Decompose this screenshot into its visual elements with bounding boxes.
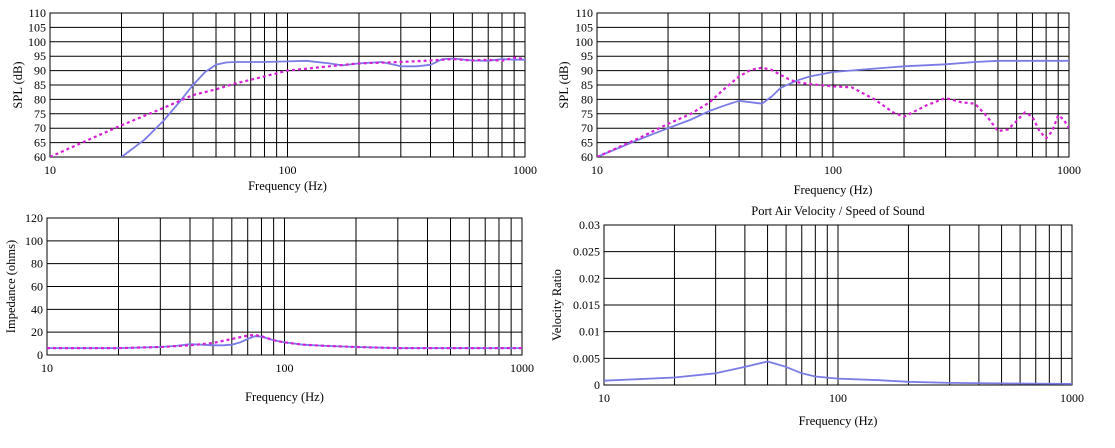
x-tick-label: 100 <box>829 391 847 405</box>
y-tick-label: 85 <box>34 78 46 92</box>
x-tick-label: 1000 <box>510 361 534 375</box>
y-tick-label: 20 <box>31 325 43 339</box>
y-axis-label: SPL (dB) <box>557 61 571 108</box>
x-tick-label: 1000 <box>1060 391 1084 405</box>
y-tick-label: 65 <box>34 136 46 150</box>
x-tick-label: 100 <box>824 163 842 177</box>
x-tick-label: 10 <box>44 163 56 177</box>
y-tick-label: 60 <box>581 150 593 164</box>
y-tick-label: 0 <box>37 348 43 362</box>
chart-title: Port Air Velocity / Speed of Sound <box>751 204 925 218</box>
y-tick-label: 90 <box>34 64 46 78</box>
solid-series-line <box>597 59 1069 157</box>
y-tick-label: 0.02 <box>579 271 600 285</box>
y-tick-label: 0.01 <box>579 325 600 339</box>
y-tick-label: 95 <box>581 49 593 63</box>
y-tick-label: 70 <box>581 121 593 135</box>
y-tick-label: 80 <box>31 257 43 271</box>
y-tick-label: 80 <box>34 92 46 106</box>
x-tick-label: 10 <box>591 163 603 177</box>
y-tick-label: 65 <box>581 136 593 150</box>
y-tick-label: 0.015 <box>573 298 600 312</box>
y-axis-label: Velocity Ratio <box>550 269 564 341</box>
dashed-series-line <box>47 333 522 350</box>
plot-frame <box>596 12 1070 158</box>
dashed-series-line <box>597 66 1069 157</box>
x-tick-label: 100 <box>279 163 297 177</box>
plot-frame <box>46 217 523 356</box>
y-tick-label: 105 <box>575 20 593 34</box>
plot-frame <box>49 12 526 158</box>
x-tick-label: 10 <box>598 391 610 405</box>
y-tick-label: 60 <box>31 280 43 294</box>
x-tick-label: 1000 <box>1057 163 1081 177</box>
x-axis-label: Frequency (Hz) <box>248 179 327 193</box>
dashed-series-line <box>50 56 525 157</box>
y-tick-label: 0.03 <box>579 218 600 232</box>
y-tick-label: 110 <box>575 6 593 20</box>
y-tick-label: 85 <box>581 78 593 92</box>
y-tick-label: 75 <box>581 107 593 121</box>
x-axis-label: Frequency (Hz) <box>794 183 873 197</box>
solid-series-line <box>604 360 1072 385</box>
y-tick-label: 100 <box>25 234 43 248</box>
y-tick-label: 100 <box>575 35 593 49</box>
x-axis-label: Frequency (Hz) <box>245 390 324 404</box>
y-tick-label: 100 <box>28 35 46 49</box>
y-tick-label: 60 <box>34 150 46 164</box>
x-tick-label: 10 <box>41 361 53 375</box>
velocity-chart: 0 0.005 0.01 0.015 0.02 0.025 0.03 10 100 1000 Fre… <box>550 204 1084 428</box>
y-tick-label: 75 <box>34 107 46 121</box>
y-tick-label: 120 <box>25 211 43 225</box>
y-tick-label: 105 <box>28 20 46 34</box>
y-tick-label: 110 <box>28 6 46 20</box>
y-tick-label: 0 <box>594 378 600 392</box>
impedance-chart: 0 20 40 60 80 100 120 10 100 1000 Frequency (Hz) Im… <box>4 211 534 404</box>
y-tick-label: 90 <box>581 64 593 78</box>
y-tick-label: 70 <box>34 121 46 135</box>
y-axis-label: SPL (dB) <box>11 61 25 108</box>
y-tick-label: 40 <box>31 302 43 316</box>
y-tick-label: 0.005 <box>573 351 600 365</box>
y-tick-label: 80 <box>581 92 593 106</box>
plot-frame <box>603 224 1073 386</box>
x-tick-label: 100 <box>276 361 294 375</box>
x-axis-label: Frequency (Hz) <box>799 414 878 428</box>
x-tick-label: 1000 <box>513 163 537 177</box>
y-tick-label: 0.025 <box>573 245 600 259</box>
y-axis-label: Impedance (ohms) <box>4 240 18 333</box>
y-tick-label: 95 <box>34 49 46 63</box>
